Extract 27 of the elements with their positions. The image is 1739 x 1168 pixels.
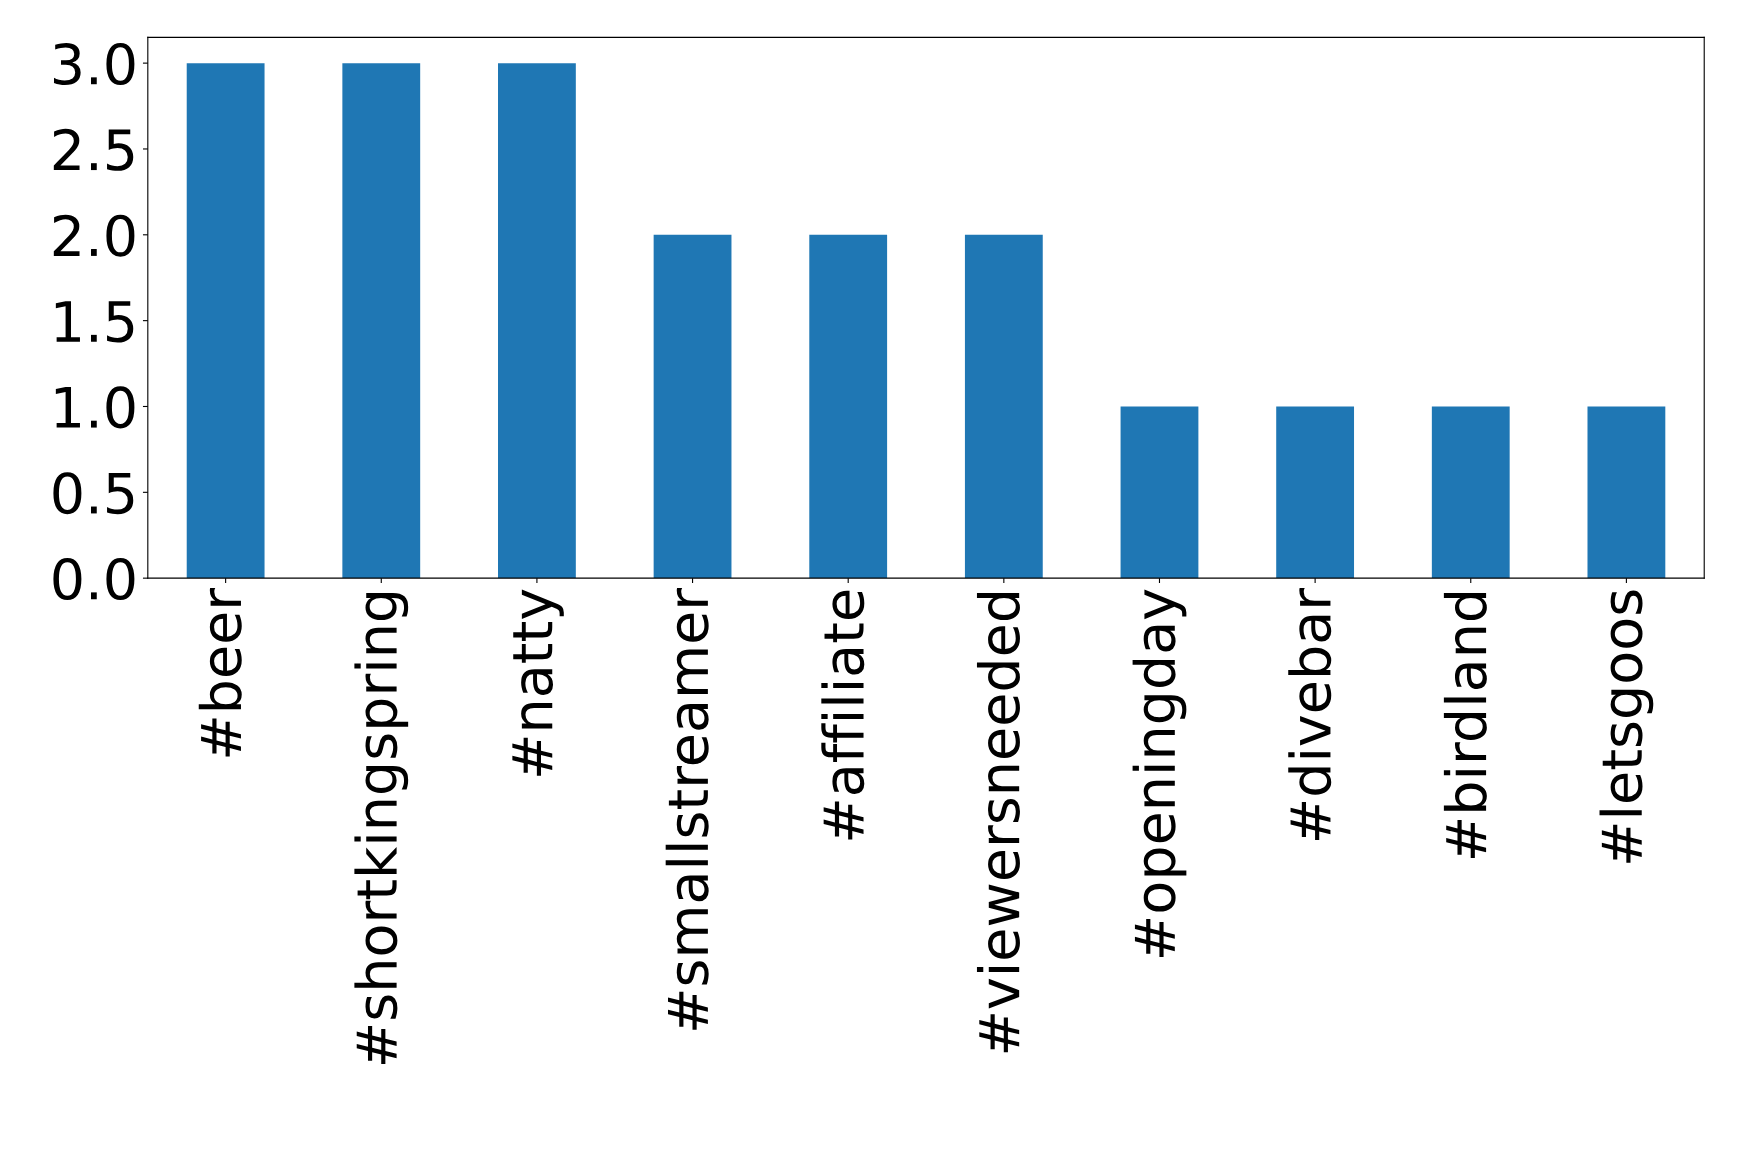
y-tick-label: 1.0 [55,386,135,429]
bar [186,63,265,579]
y-tick-label: 0.0 [53,558,135,601]
x-tick-label: #viewersneeded [976,592,1020,1053]
y-tick-label: 1.5 [55,301,134,343]
y-tick-label: 0.5 [53,472,134,515]
x-tick-label: #letsgoos [1599,590,1654,863]
y-tick-label: 3.0 [53,43,135,86]
y-tick-label: 2.5 [53,128,134,171]
x-tick-label: #birdland [1443,592,1487,858]
x-tick-label: #openingday [1132,589,1187,957]
x-tick-label: #natty [512,589,564,776]
x-tick-label: #affiliate [821,590,865,840]
bar [1431,406,1510,579]
y-tick-label: 2.0 [53,214,135,257]
x-tick-label: #beer [198,587,242,757]
bar [1587,406,1666,579]
bar [498,63,576,579]
bar [1120,406,1199,579]
x-tick-label: #smallstreamer [665,587,709,1030]
bar [342,63,421,579]
bar [1276,406,1355,579]
x-tick-label: #shortkingspring [354,592,409,1064]
x-tick-label: #divebar [1288,587,1332,841]
bar [809,234,888,579]
bar [964,234,1043,579]
bar [653,234,732,579]
